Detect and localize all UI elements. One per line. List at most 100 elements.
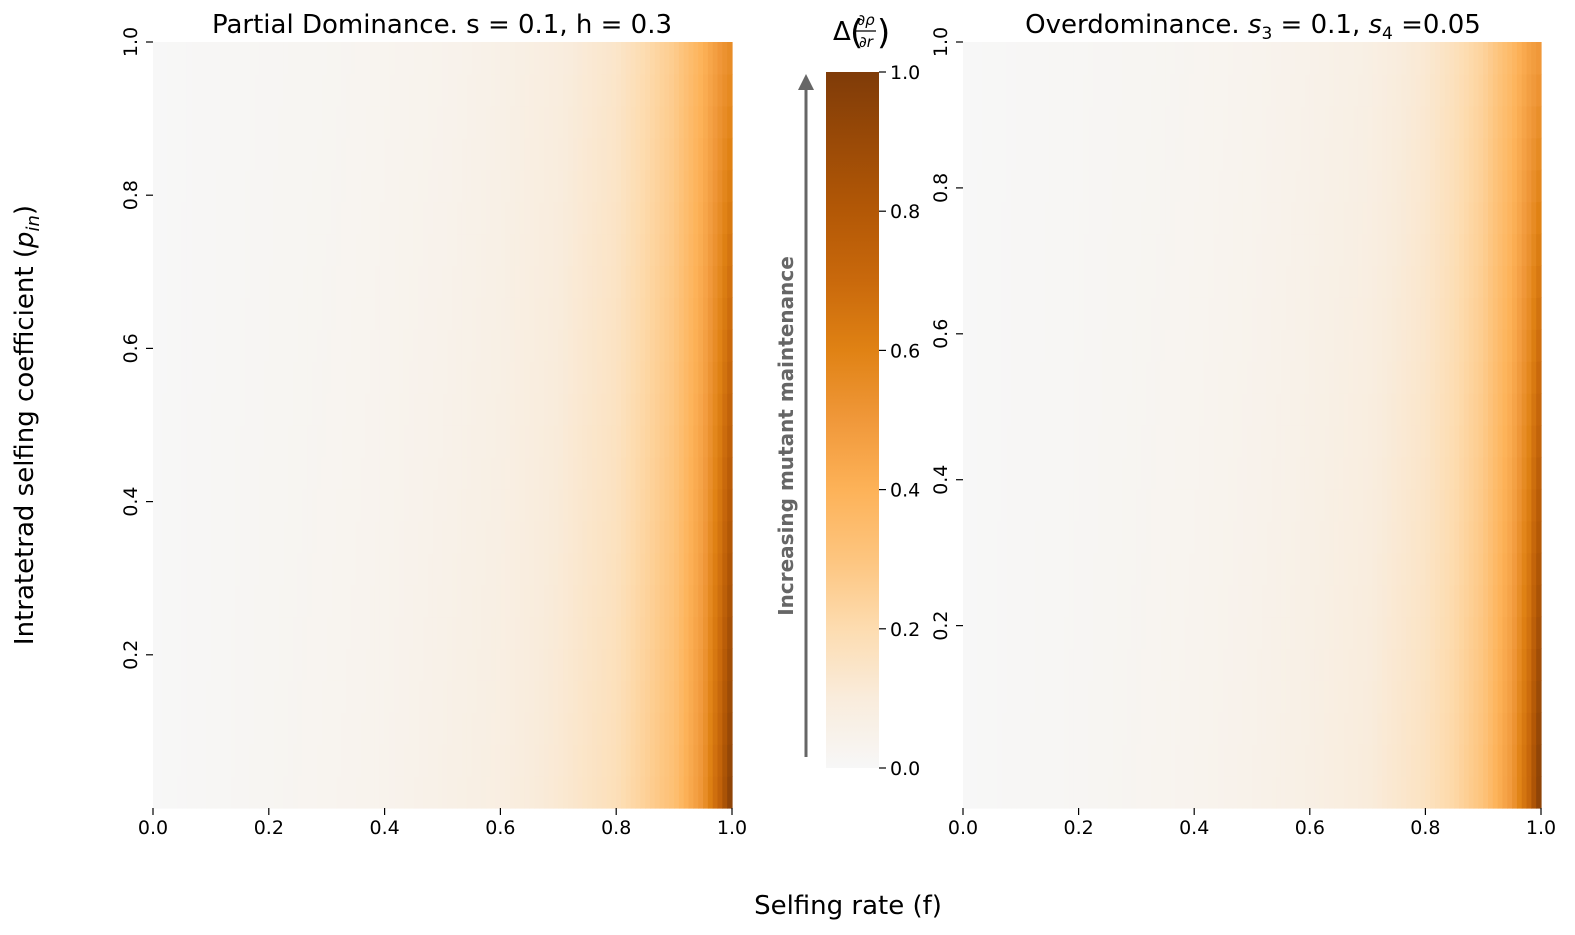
heatmap-cell [428,425,434,458]
heatmap-cell [1247,680,1253,713]
heatmap-cell [621,201,627,235]
heatmap-cell [1068,744,1075,777]
heatmap-cell [1073,744,1080,777]
heatmap-cell [370,73,376,107]
heatmap-cell [452,169,458,203]
heatmap-cell [654,265,661,298]
heatmap-cell [215,712,222,745]
heatmap-cell [635,361,641,394]
heatmap-cell [577,520,584,554]
heatmap-cell [1102,744,1109,777]
heatmap-cell [563,137,569,171]
heatmap-cell [447,233,453,267]
heatmap-cell [278,744,284,777]
heatmap-cell [220,712,226,745]
heatmap-cell [1386,520,1393,554]
heatmap-cell [1247,488,1253,522]
heatmap-cell [596,456,603,490]
heatmap-cell [1276,488,1282,522]
heatmap-cell [1184,361,1190,394]
heatmap-cell [1006,425,1012,458]
heatmap-cell [977,776,983,809]
heatmap-cell [645,648,651,681]
heatmap-cell [1478,552,1484,586]
heatmap-cell [1083,361,1089,394]
heatmap-cell [476,488,482,522]
heatmap-cell [563,584,569,618]
heatmap-cell [596,520,603,554]
heatmap-cell [577,233,584,267]
heatmap-cell [1271,680,1277,713]
heatmap-cell [539,297,545,330]
heatmap-cell [558,73,564,107]
heatmap-cell [273,584,280,618]
heatmap-cell [1237,456,1243,490]
heatmap-cell [1377,265,1383,298]
heatmap-cell [1348,425,1354,458]
heatmap-cell [659,169,666,203]
heatmap-cell [625,361,632,394]
heatmap-cell [587,105,593,139]
heatmap-cell [191,456,198,490]
heatmap-cell [167,456,173,490]
heatmap-cell [640,393,646,426]
heatmap-cell [558,201,564,235]
heatmap-cell [543,42,550,75]
heatmap-cell [717,201,723,235]
heatmap-cell [717,42,723,75]
heatmap-cell [442,456,448,490]
heatmap-cell [292,616,299,650]
heatmap-cell [1319,361,1325,394]
heatmap-cell [1121,776,1128,809]
heatmap-cell [1107,776,1113,809]
heatmap-cell [432,393,439,426]
heatmap-cell [1478,680,1484,713]
heatmap-cell [587,552,593,586]
heatmap-cell [548,456,555,490]
heatmap-cell [1357,712,1364,745]
heatmap-cell [215,680,222,713]
heatmap-cell [678,201,685,235]
heatmap-cell [987,233,993,267]
heatmap-cell [283,393,289,426]
heatmap-cell [1348,520,1354,554]
heatmap-cell [654,137,661,171]
heatmap-cell [1526,329,1532,362]
heatmap-cell [1189,393,1195,426]
heatmap-cell [1165,265,1171,298]
heatmap-cell [519,105,526,139]
heatmap-cell [558,488,564,522]
heatmap-cell [1015,680,1022,713]
heatmap-cell [1526,425,1532,458]
heatmap-cell [1295,520,1301,554]
heatmap-cell [1396,712,1402,745]
heatmap-cell [379,425,386,458]
heatmap-cell [543,776,550,809]
heatmap-cell [606,169,612,203]
heatmap-cell [1011,233,1017,267]
heatmap-cell [490,648,497,681]
heatmap-cell [1189,425,1195,458]
heatmap-cell [447,680,453,713]
heatmap-cell [259,776,265,809]
heatmap-cell [452,137,458,171]
heatmap-cell [553,233,559,267]
heatmap-cell [1001,393,1007,426]
heatmap-cell [996,744,1003,777]
heatmap-cell [1444,520,1451,554]
heatmap-cell [157,520,164,554]
heatmap-cell [577,201,584,235]
heatmap-cell [1059,456,1065,490]
heatmap-cell [635,584,641,618]
heatmap-cell [1049,648,1056,681]
heatmap-cell [1430,425,1436,458]
heatmap-cell [355,233,362,267]
heatmap-cell [722,137,728,171]
heatmap-cell [172,42,178,75]
heatmap-cell [1256,329,1263,362]
heatmap-cell [621,584,627,618]
heatmap-cell [1059,744,1065,777]
heatmap-cell [157,42,164,75]
heatmap-cell [191,776,198,809]
heatmap-cell [273,329,280,362]
